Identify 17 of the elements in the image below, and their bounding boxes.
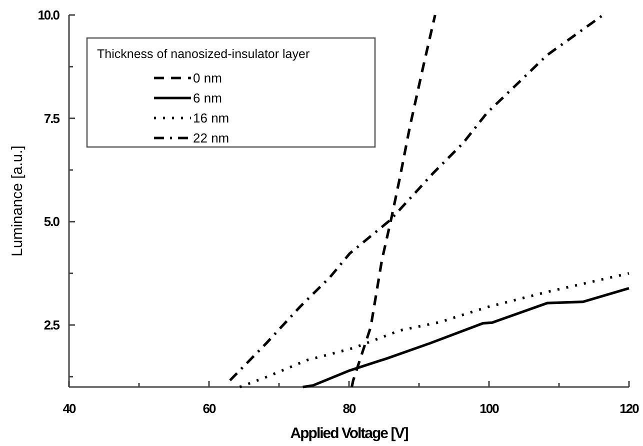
legend-label: 16 nm xyxy=(193,110,230,126)
y-tick-label: 10.0 xyxy=(38,8,60,23)
legend-label: 0 nm xyxy=(193,70,222,86)
legend-title: Thickness of nanosized-insulator layer xyxy=(97,47,310,61)
x-tick-label: 80 xyxy=(342,401,356,416)
x-tick-label: 60 xyxy=(202,401,216,416)
y-axis-title: Luminance [a.u.] xyxy=(9,146,26,256)
x-tick-label: 40 xyxy=(62,401,76,416)
x-tick-label: 100 xyxy=(480,401,500,416)
y-tick-label: 7.5 xyxy=(44,110,60,126)
y-tick-label: 5.0 xyxy=(44,214,60,230)
x-axis-title: Applied Voltage [V] xyxy=(290,425,409,442)
x-tick-label: 120 xyxy=(620,401,640,416)
line-series xyxy=(238,272,630,388)
legend-label: 6 nm xyxy=(193,90,222,106)
y-tick-label: 2.5 xyxy=(44,318,60,333)
legend-label: 22 nm xyxy=(193,130,230,146)
